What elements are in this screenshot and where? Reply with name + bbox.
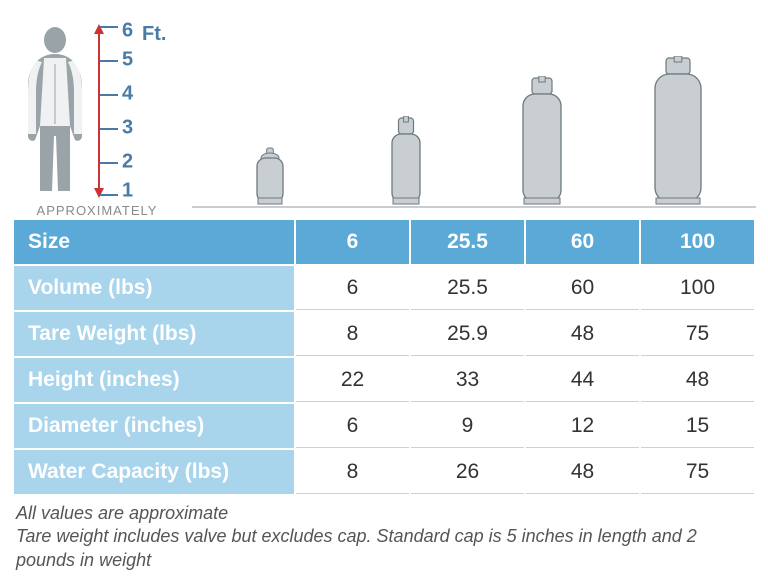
table-row: Volume (lbs)625.560100 bbox=[14, 266, 754, 310]
row-label: Tare Weight (lbs) bbox=[14, 312, 294, 356]
table-header-row: Size 6 25.5 60 100 bbox=[14, 220, 754, 264]
person-silhouette-icon bbox=[20, 26, 90, 196]
cell-value: 25.9 bbox=[411, 312, 524, 356]
row-label: Volume (lbs) bbox=[14, 266, 294, 310]
table-row: Height (inches)22334448 bbox=[14, 358, 754, 402]
cell-value: 75 bbox=[641, 450, 754, 494]
header-size: Size bbox=[14, 220, 294, 264]
cell-value: 33 bbox=[411, 358, 524, 402]
footnote-line-1: All values are approximate bbox=[16, 502, 752, 525]
header-col-2: 60 bbox=[526, 220, 639, 264]
header-col-0: 6 bbox=[296, 220, 409, 264]
row-label: Diameter (inches) bbox=[14, 404, 294, 448]
cell-value: 22 bbox=[296, 358, 409, 402]
cell-value: 44 bbox=[526, 358, 639, 402]
cell-value: 48 bbox=[526, 450, 639, 494]
unit-label: Ft. bbox=[142, 23, 166, 46]
cell-value: 8 bbox=[296, 312, 409, 356]
tank-60 bbox=[474, 76, 610, 206]
tick-3: 3 bbox=[122, 117, 133, 140]
table-row: Tare Weight (lbs)825.94875 bbox=[14, 312, 754, 356]
cell-value: 60 bbox=[526, 266, 639, 310]
cell-value: 26 bbox=[411, 450, 524, 494]
table-row: Diameter (inches)691215 bbox=[14, 404, 754, 448]
cell-value: 25.5 bbox=[411, 266, 524, 310]
cell-value: 48 bbox=[526, 312, 639, 356]
approx-caption: APPROXIMATELY bbox=[12, 203, 182, 218]
ruler-icon: 6 5 4 3 2 1 Ft. bbox=[98, 26, 178, 196]
row-label: Height (inches) bbox=[14, 358, 294, 402]
tank-6 bbox=[202, 146, 338, 206]
tick-4: 4 bbox=[122, 83, 133, 106]
row-label: Water Capacity (lbs) bbox=[14, 450, 294, 494]
spec-table: Size 6 25.5 60 100 Volume (lbs)625.56010… bbox=[12, 218, 756, 496]
header-col-1: 25.5 bbox=[411, 220, 524, 264]
height-scale: 6 5 4 3 2 1 Ft. APPROXIMATELY bbox=[12, 18, 192, 218]
tank-25 bbox=[338, 116, 474, 206]
tick-2: 2 bbox=[122, 151, 133, 174]
cell-value: 6 bbox=[296, 266, 409, 310]
cell-value: 100 bbox=[641, 266, 754, 310]
footnote-line-2: Tare weight includes valve but excludes … bbox=[16, 525, 752, 572]
tick-1: 1 bbox=[122, 179, 133, 202]
tick-6: 6 bbox=[122, 20, 133, 43]
cell-value: 8 bbox=[296, 450, 409, 494]
cell-value: 15 bbox=[641, 404, 754, 448]
header-col-3: 100 bbox=[641, 220, 754, 264]
table-row: Water Capacity (lbs)8264875 bbox=[14, 450, 754, 494]
tank-100 bbox=[610, 56, 746, 206]
cell-value: 12 bbox=[526, 404, 639, 448]
cell-value: 9 bbox=[411, 404, 524, 448]
footnote: All values are approximate Tare weight i… bbox=[12, 496, 756, 572]
cell-value: 75 bbox=[641, 312, 754, 356]
tank-illustrations bbox=[192, 8, 756, 208]
tick-5: 5 bbox=[122, 49, 133, 72]
cell-value: 48 bbox=[641, 358, 754, 402]
cell-value: 6 bbox=[296, 404, 409, 448]
illustration-row: 6 5 4 3 2 1 Ft. APPROXIMATELY bbox=[12, 8, 756, 218]
